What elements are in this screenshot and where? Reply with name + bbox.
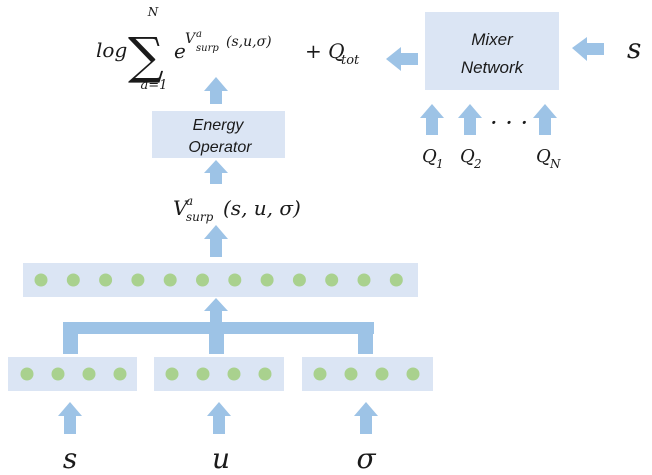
hidden-layer-box xyxy=(23,263,418,297)
q1-main: Q xyxy=(422,146,437,167)
energy-operator-box xyxy=(152,111,285,158)
q-ellipsis: · · · xyxy=(490,109,528,137)
hidden-unit xyxy=(357,273,371,287)
input-unit-sigma xyxy=(344,367,358,381)
formula-q-sub: tot xyxy=(341,53,360,68)
vsurp-sup: a xyxy=(186,194,193,208)
formula-exp-sub: surp xyxy=(196,43,219,54)
energy-label-line2: Operator xyxy=(188,139,252,156)
hidden-unit xyxy=(325,273,339,287)
input-unit-s xyxy=(20,367,34,381)
formula-log: log xyxy=(96,38,127,62)
formula-exp-v: V xyxy=(185,31,197,47)
q1-sub: 1 xyxy=(436,157,444,171)
input-unit-s xyxy=(113,367,127,381)
input-unit-sigma xyxy=(375,367,389,381)
hidden-unit xyxy=(228,273,242,287)
arrow-mixer-to-formula xyxy=(386,47,418,71)
arrow-vsurp-to-energy xyxy=(204,160,228,184)
hidden-unit xyxy=(260,273,274,287)
arrow-u-input xyxy=(207,402,231,434)
hidden-unit xyxy=(131,273,145,287)
output-formula: log N ∑ a=1 e V a surp (s,u,σ) + Q tot xyxy=(96,5,360,93)
input-unit-u xyxy=(227,367,241,381)
formula-plus-q: + Q xyxy=(305,39,345,63)
merge-connector xyxy=(63,322,374,354)
formula-exp-args: (s,u,σ) xyxy=(226,34,272,50)
input-sigma-label: σ xyxy=(356,442,376,475)
formula-exp-base: e xyxy=(174,39,186,63)
qn-sub: N xyxy=(549,157,561,171)
input-group-units xyxy=(20,367,420,381)
input-unit-sigma xyxy=(406,367,420,381)
input-unit-sigma xyxy=(313,367,327,381)
mixer-label-line1: Mixer xyxy=(471,30,514,49)
input-unit-u xyxy=(196,367,210,381)
formula-exp-sup: a xyxy=(196,29,202,40)
arrow-hidden-to-vsurp xyxy=(204,225,228,257)
vsurp-sub: surp xyxy=(186,210,214,224)
q2-sub: 2 xyxy=(473,157,482,171)
vsurp-label: V a surp (s, u, σ) xyxy=(173,194,301,224)
arrow-energy-to-formula xyxy=(204,77,228,104)
vsurp-args: (s, u, σ) xyxy=(223,196,301,220)
hidden-unit xyxy=(196,273,209,287)
mixer-state-input: s xyxy=(627,32,641,65)
formula-sum-lower: a=1 xyxy=(141,78,168,93)
q2-main: Q xyxy=(460,146,475,167)
hidden-unit xyxy=(34,273,48,287)
arrow-state-to-mixer xyxy=(572,37,604,61)
arrow-q2 xyxy=(458,104,482,135)
input-unit-u xyxy=(258,367,272,381)
energy-label-line1: Energy xyxy=(193,117,245,134)
hidden-unit xyxy=(66,273,80,287)
arrow-sigma-input xyxy=(354,402,378,434)
hidden-unit xyxy=(163,273,177,287)
formula-sum-upper: N xyxy=(147,5,159,19)
formula-sum-symbol: ∑ xyxy=(128,27,164,85)
mixer-network-box xyxy=(425,12,559,90)
input-unit-s xyxy=(82,367,96,381)
input-s-label: s xyxy=(63,442,77,475)
qn-main: Q xyxy=(536,146,551,167)
input-u-label: u xyxy=(212,442,230,475)
hidden-unit xyxy=(389,273,403,287)
input-unit-s xyxy=(51,367,65,381)
hidden-unit xyxy=(99,273,113,287)
input-unit-u xyxy=(165,367,179,381)
arrow-merge-to-hidden xyxy=(204,298,228,322)
arrow-q1 xyxy=(420,104,444,135)
hidden-layer-units xyxy=(34,273,403,287)
arrow-s-input xyxy=(58,402,82,434)
arrow-qn xyxy=(533,104,557,135)
mixer-label-line2: Network xyxy=(461,58,525,77)
vsurp-main: V xyxy=(173,196,190,220)
hidden-unit xyxy=(292,273,306,287)
